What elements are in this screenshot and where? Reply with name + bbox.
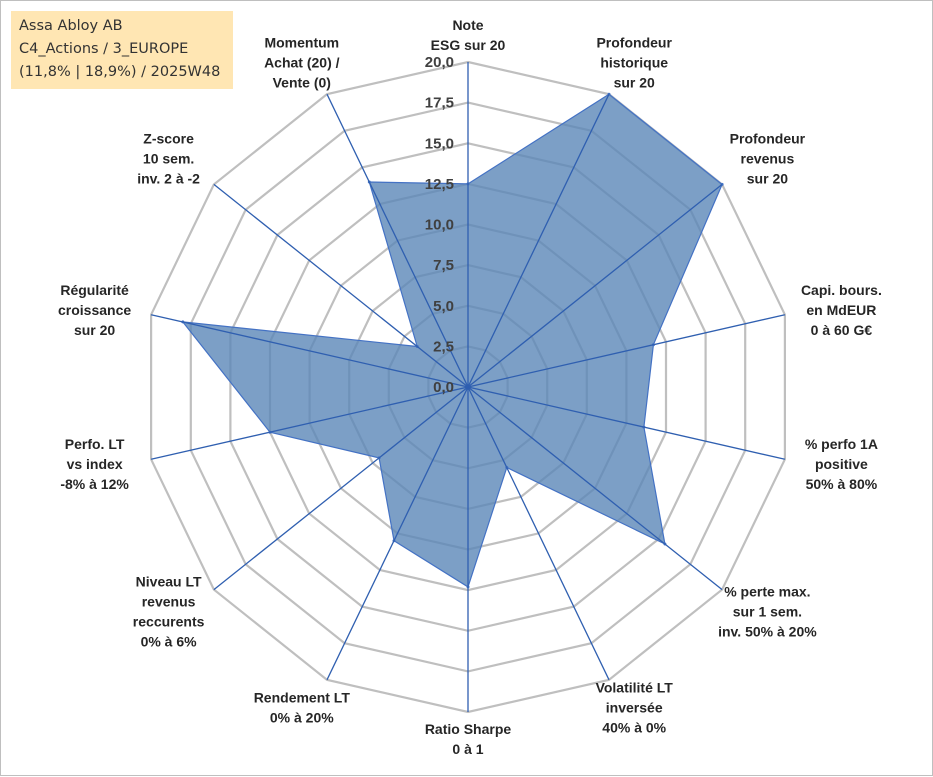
- axis-label-line: inv. 50% à 20%: [718, 623, 817, 639]
- axis-label-line: Niveau LT: [136, 573, 202, 589]
- axis-spoke: [150, 386, 469, 460]
- axis-label-line: Profondeur: [730, 131, 806, 147]
- axis-label: % perte max. sur 1 sem. inv. 50% à 20%: [718, 583, 817, 639]
- info-box-stats: (11,8% | 18,9%) / 2025W48: [19, 64, 221, 80]
- axis-label-line: 50% à 80%: [806, 476, 878, 492]
- axis-label-line: Rendement LT: [254, 690, 351, 706]
- axis-label: Régularité croissance sur 20: [58, 282, 131, 338]
- axis-spoke: [467, 386, 610, 681]
- axis-label-line: % perfo 1A: [805, 436, 878, 452]
- tick-label: 12,5: [425, 176, 454, 193]
- axis-label: Niveau LT revenus reccurents 0% à 6%: [133, 573, 205, 649]
- tick-label: 10,0: [425, 217, 454, 234]
- axis-label-line: -8% à 12%: [60, 476, 129, 492]
- tick-layer: 0,0 2,5 5,0 7,5 10,0 12,5 15,0 17,5 20,0: [425, 54, 454, 396]
- axis-label: Note ESG sur 20: [431, 17, 506, 53]
- tick-label: 7,5: [433, 257, 454, 274]
- axis-label-line: positive: [815, 456, 868, 472]
- axis-spoke: [326, 386, 469, 681]
- axis-label-line: Ratio Sharpe: [425, 721, 512, 737]
- axis-label-line: 0 à 1: [452, 741, 483, 757]
- axis-label: Momentum Achat (20) / Vente (0): [264, 34, 340, 90]
- axis-label-line: 0% à 6%: [141, 633, 198, 649]
- info-box-category: C4_Actions / 3_EUROPE: [19, 41, 189, 57]
- tick-label: 20,0: [425, 54, 454, 71]
- axis-label-line: Perfo. LT: [65, 436, 125, 452]
- axis-label-line: 0 à 60 G€: [811, 322, 873, 338]
- axis-label: Capi. bours. en MdEUR 0 à 60 G€: [801, 282, 882, 338]
- axis-label-line: croissance: [58, 302, 131, 318]
- axis-spoke: [150, 314, 469, 388]
- tick-label: 2,5: [433, 338, 454, 355]
- axis-label: Profondeur revenus sur 20: [730, 131, 806, 187]
- axis-label: Perfo. LT vs index -8% à 12%: [60, 436, 129, 492]
- axis-label: % perfo 1A positive 50% à 80%: [805, 436, 878, 492]
- axis-label-line: 40% à 0%: [602, 720, 666, 736]
- axis-label: Ratio Sharpe 0 à 1: [425, 721, 512, 757]
- axis-spoke: [467, 183, 723, 388]
- axis-label-line: vs index: [67, 456, 123, 472]
- axis-label-line: Note: [452, 17, 483, 33]
- spoke-layer: [150, 62, 786, 712]
- tick-label: 0,0: [433, 379, 454, 396]
- axis-spoke: [467, 386, 786, 460]
- axis-spoke: [326, 93, 469, 388]
- axis-spoke: [467, 314, 786, 388]
- axis-label-line: ESG sur 20: [431, 37, 506, 53]
- tick-label: 15,0: [425, 135, 454, 152]
- axis-spoke: [467, 386, 723, 591]
- axis-label: Volatilité LT inversée 40% à 0%: [596, 680, 674, 736]
- info-box: Assa Abloy AB C4_Actions / 3_EUROPE (11,…: [11, 11, 233, 89]
- axis-label-line: Vente (0): [273, 74, 331, 90]
- axis-label-line: inv. 2 à -2: [137, 171, 200, 187]
- axis-label-line: reccurents: [133, 613, 205, 629]
- axis-label-line: sur 20: [74, 322, 115, 338]
- axis-spoke: [213, 386, 469, 591]
- tick-label: 5,0: [433, 298, 454, 315]
- tick-label: 17,5: [425, 95, 454, 112]
- axis-label-line: sur 1 sem.: [733, 603, 802, 619]
- axis-spoke: [467, 93, 610, 388]
- axis-label: Profondeur historique sur 20: [596, 34, 672, 90]
- axis-label-line: Régularité: [60, 282, 129, 298]
- axis-label-line: Capi. bours.: [801, 282, 882, 298]
- axis-label-line: Profondeur: [596, 34, 672, 50]
- axis-label-line: Momentum: [264, 34, 339, 50]
- axis-label-line: sur 20: [614, 74, 655, 90]
- axis-label-line: revenus: [142, 593, 196, 609]
- axis-label: Z-score 10 sem. inv. 2 à -2: [137, 131, 200, 187]
- label-layer: Note ESG sur 20 Profondeur historique sur 20…: [58, 17, 882, 757]
- axis-label-line: historique: [600, 54, 668, 70]
- axis-label-line: 0% à 20%: [270, 710, 334, 726]
- axis-label-line: Z-score: [143, 131, 194, 147]
- axis-label-line: Achat (20) /: [264, 54, 340, 70]
- info-box-title: Assa Abloy AB: [19, 18, 123, 34]
- axis-label-line: inversée: [606, 700, 663, 716]
- axis-spoke: [213, 183, 469, 388]
- axis-label: Rendement LT 0% à 20%: [254, 690, 351, 726]
- axis-label-line: % perte max.: [724, 583, 810, 599]
- axis-label-line: revenus: [741, 151, 795, 167]
- axis-label-line: en MdEUR: [806, 302, 876, 318]
- axis-label-line: Volatilité LT: [596, 680, 674, 696]
- axis-label-line: 10 sem.: [143, 151, 194, 167]
- axis-label-line: sur 20: [747, 171, 788, 187]
